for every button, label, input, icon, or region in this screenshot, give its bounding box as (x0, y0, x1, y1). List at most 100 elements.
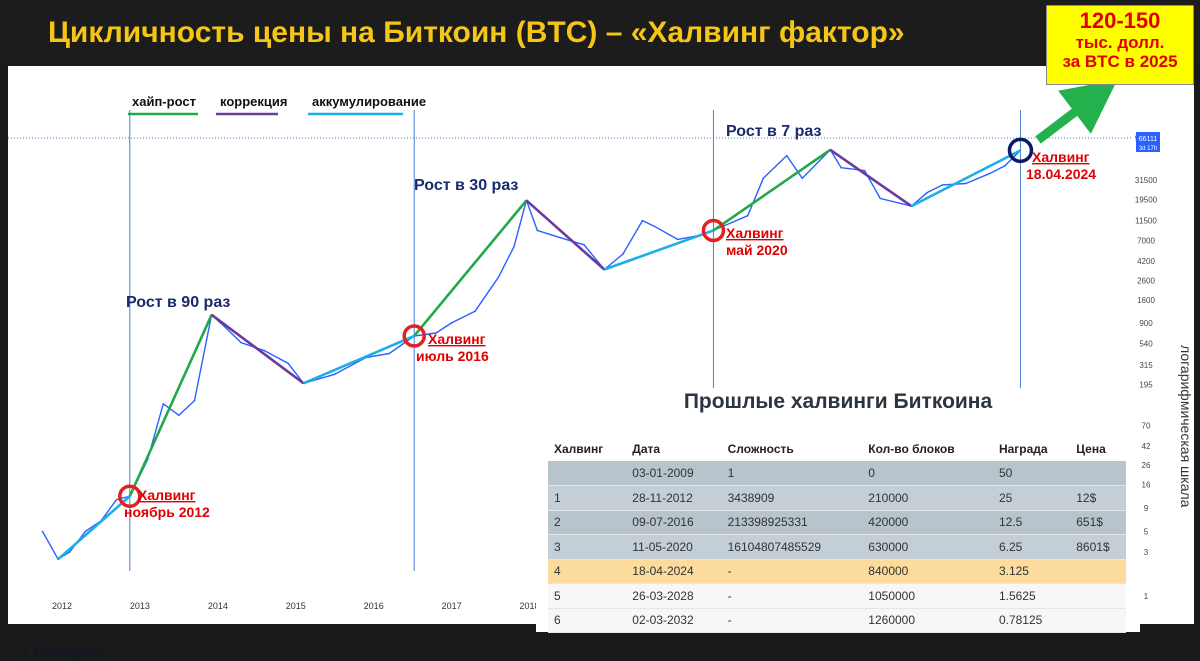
y-tick-label: 9 (1144, 504, 1149, 513)
table-row: 5 26-03-2028-1050000 1.5625 (548, 583, 1126, 609)
col-blocks: Кол-во блоков (868, 441, 955, 456)
table-row: 03-01-2009 1 0 50 (548, 461, 1126, 486)
table-cell: 651$ (1070, 510, 1126, 535)
col-date: Дата (632, 441, 661, 456)
table-cell: 12$ (1070, 485, 1126, 511)
current-halving-marker (1007, 137, 1034, 164)
table-header-row: Халвинг Дата Сложность Кол-во блоков Наг… (548, 436, 1126, 461)
price-point (333, 373, 336, 376)
price-point (193, 399, 196, 402)
table-cell: 6 (548, 608, 627, 633)
table-row: 1 28-11-2012 3438909 210000 25 12$ (548, 485, 1126, 511)
chart-panel: 2012201320142015201620172018201920202021… (8, 66, 1194, 661)
table-cell (1070, 559, 1126, 584)
price-point (450, 322, 453, 324)
y-tick-label: 195 (1139, 380, 1153, 389)
legend-label-correction: коррекция (220, 94, 287, 109)
price-point (676, 238, 679, 241)
page-title: Цикличность цены на Биткоин (BTC) – «Хал… (48, 16, 905, 49)
x-tick-label: 2017 (442, 601, 462, 611)
price-point (622, 253, 624, 255)
col-reward: Награда (998, 441, 1048, 456)
y-tick-label: 1 (1144, 592, 1149, 601)
y-axis-title: логарифмическая шкала (1178, 344, 1194, 508)
table-cell: 6.25 (992, 534, 1071, 560)
col-difficulty: Сложность (727, 441, 794, 456)
table-cell: 03-01-2009 (626, 461, 722, 486)
halving-marker (402, 324, 426, 348)
annotation-growth-7: Рост в 7 раз (726, 123, 822, 140)
halving-marker (118, 484, 142, 508)
price-point (653, 225, 656, 228)
price-point (731, 221, 733, 224)
y-tick-label: 1600 (1137, 296, 1155, 305)
table-cell: 840000 (862, 559, 993, 584)
trend-segment (910, 149, 1022, 208)
legend-label-accumulation: аккумулирование (312, 94, 426, 109)
table-row: 4 18-04-2024-840000 3.125 (548, 559, 1126, 584)
trend-segment (712, 148, 832, 232)
price-point (762, 177, 765, 180)
table-cell: - (721, 583, 863, 609)
table-cell: 0 (862, 461, 993, 486)
y-tick-label: 4200 (1137, 257, 1155, 266)
table-cell: 1050000 (862, 583, 993, 609)
halvings-table: Халвинг Дата Сложность Кол-во блоков Наг… (548, 436, 1126, 633)
table-cell: 0.78125 (992, 608, 1071, 633)
price-point (162, 402, 165, 405)
y-tick-label: 540 (1139, 339, 1153, 348)
table-cell (548, 461, 627, 486)
y-tick-label: 3 (1144, 548, 1149, 557)
price-point (497, 276, 500, 279)
price-tag-time: 3d 17h (1139, 146, 1157, 152)
price-tag-box (1136, 132, 1160, 152)
price-point (641, 219, 644, 222)
trend-segment (128, 314, 213, 497)
table-cell: 3.125 (992, 559, 1071, 584)
halving-label: Халвинг (726, 225, 784, 241)
price-point (863, 169, 866, 172)
table-cell: 1260000 (862, 608, 993, 633)
table-cell (1070, 461, 1126, 486)
y-tick-label: 2600 (1137, 276, 1155, 285)
table-cell: 3438909 (721, 485, 863, 511)
halving-label: Халвинг (1032, 149, 1090, 165)
halvings-table-card: Прошлые халвинги Биткоина Халвинг Дата С… (536, 388, 1140, 633)
table-cell: 3 (548, 534, 627, 560)
col-price: Цена (1076, 441, 1106, 456)
table-cell: 420000 (862, 510, 993, 535)
halving-date: ноябрь 2012 (124, 504, 210, 520)
price-point (263, 349, 266, 352)
trend-segment (603, 229, 714, 271)
y-tick-label: 26 (1142, 461, 1151, 470)
x-tick-label: 2018 (520, 601, 540, 611)
price-point (1004, 165, 1006, 167)
price-point (41, 530, 44, 533)
price-point (240, 341, 243, 344)
table-title: Прошлые халвинги Биткоина (683, 390, 993, 413)
x-tick-label: 2014 (208, 601, 228, 611)
table-cell: 5 (548, 583, 627, 609)
x-tick-label: 2013 (130, 601, 150, 611)
halving-date: май 2020 (726, 242, 788, 258)
price-point (879, 197, 881, 200)
x-tick-label: 2015 (286, 601, 306, 611)
table-cell (1070, 583, 1126, 609)
y-tick-label: 7000 (1137, 237, 1155, 246)
annotation-growth-90: Рост в 90 раз (126, 294, 230, 311)
table-cell: - (721, 559, 863, 584)
table-cell: 09-07-2016 (626, 510, 722, 535)
halving-date: 18.04.2024 (1026, 166, 1096, 182)
legend-label-hype: хайп-рост (132, 94, 196, 109)
table-cell: 213398925331 (721, 510, 863, 535)
table-cell: 28-11-2012 (626, 485, 722, 511)
halving-date: июль 2016 (416, 348, 489, 364)
halving-label: Халвинг (428, 331, 486, 347)
table-cell: 630000 (862, 534, 993, 560)
table-cell: 50 (992, 461, 1071, 486)
price-point (84, 530, 87, 533)
table-cell: 11-05-2020 (626, 534, 722, 560)
price-point (965, 182, 967, 185)
x-tick-label: 2012 (52, 601, 72, 611)
table-cell: 16104807485529 (721, 534, 863, 560)
